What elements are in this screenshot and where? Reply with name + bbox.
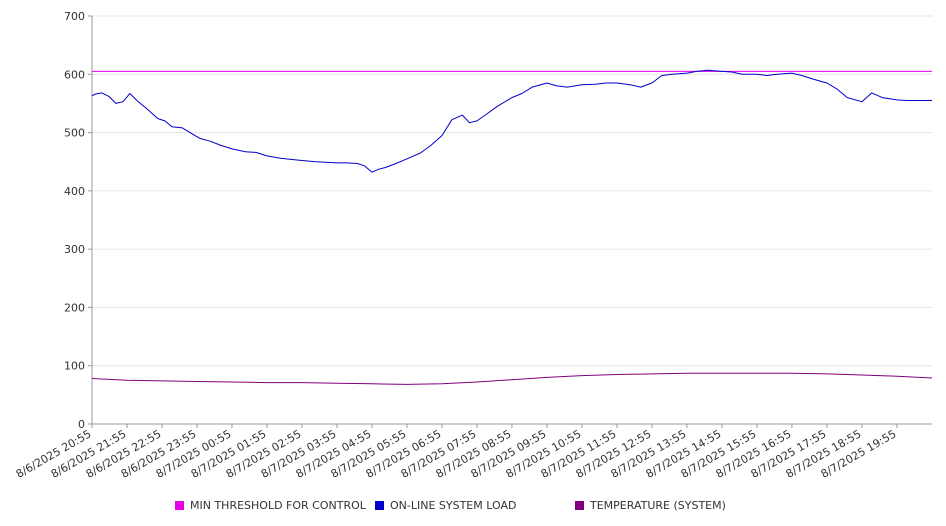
legend-label: MIN THRESHOLD FOR CONTROL [190, 499, 367, 512]
y-tick-label: 100 [64, 360, 85, 373]
legend-swatch [175, 501, 184, 510]
legend-label: TEMPERATURE (SYSTEM) [589, 499, 726, 512]
y-tick-label: 600 [64, 68, 85, 81]
y-tick-label: 300 [64, 243, 85, 256]
legend-item: TEMPERATURE (SYSTEM) [575, 499, 726, 512]
y-tick-label: 0 [78, 418, 85, 431]
y-tick-label: 700 [64, 10, 85, 23]
y-axis-ticks: 0 100 200 300 400 500 600 700 [64, 10, 92, 431]
legend-swatch [375, 501, 384, 510]
legend-item: MIN THRESHOLD FOR CONTROL [175, 499, 367, 512]
legend: MIN THRESHOLD FOR CONTROL ON-LINE SYSTEM … [175, 499, 726, 512]
x-axis-ticks: 8/6/2025 20:558/6/2025 21:558/6/2025 22:… [14, 424, 898, 481]
y-tick-label: 500 [64, 127, 85, 140]
legend-label: ON-LINE SYSTEM LOAD [390, 499, 516, 512]
legend-swatch [575, 501, 584, 510]
grid [92, 15, 932, 367]
y-tick-label: 200 [64, 301, 85, 314]
legend-item: ON-LINE SYSTEM LOAD [375, 499, 516, 512]
series-line-2 [91, 372, 933, 385]
y-tick-label: 400 [64, 185, 85, 198]
series-group [91, 69, 933, 385]
series-line-1 [91, 69, 932, 173]
